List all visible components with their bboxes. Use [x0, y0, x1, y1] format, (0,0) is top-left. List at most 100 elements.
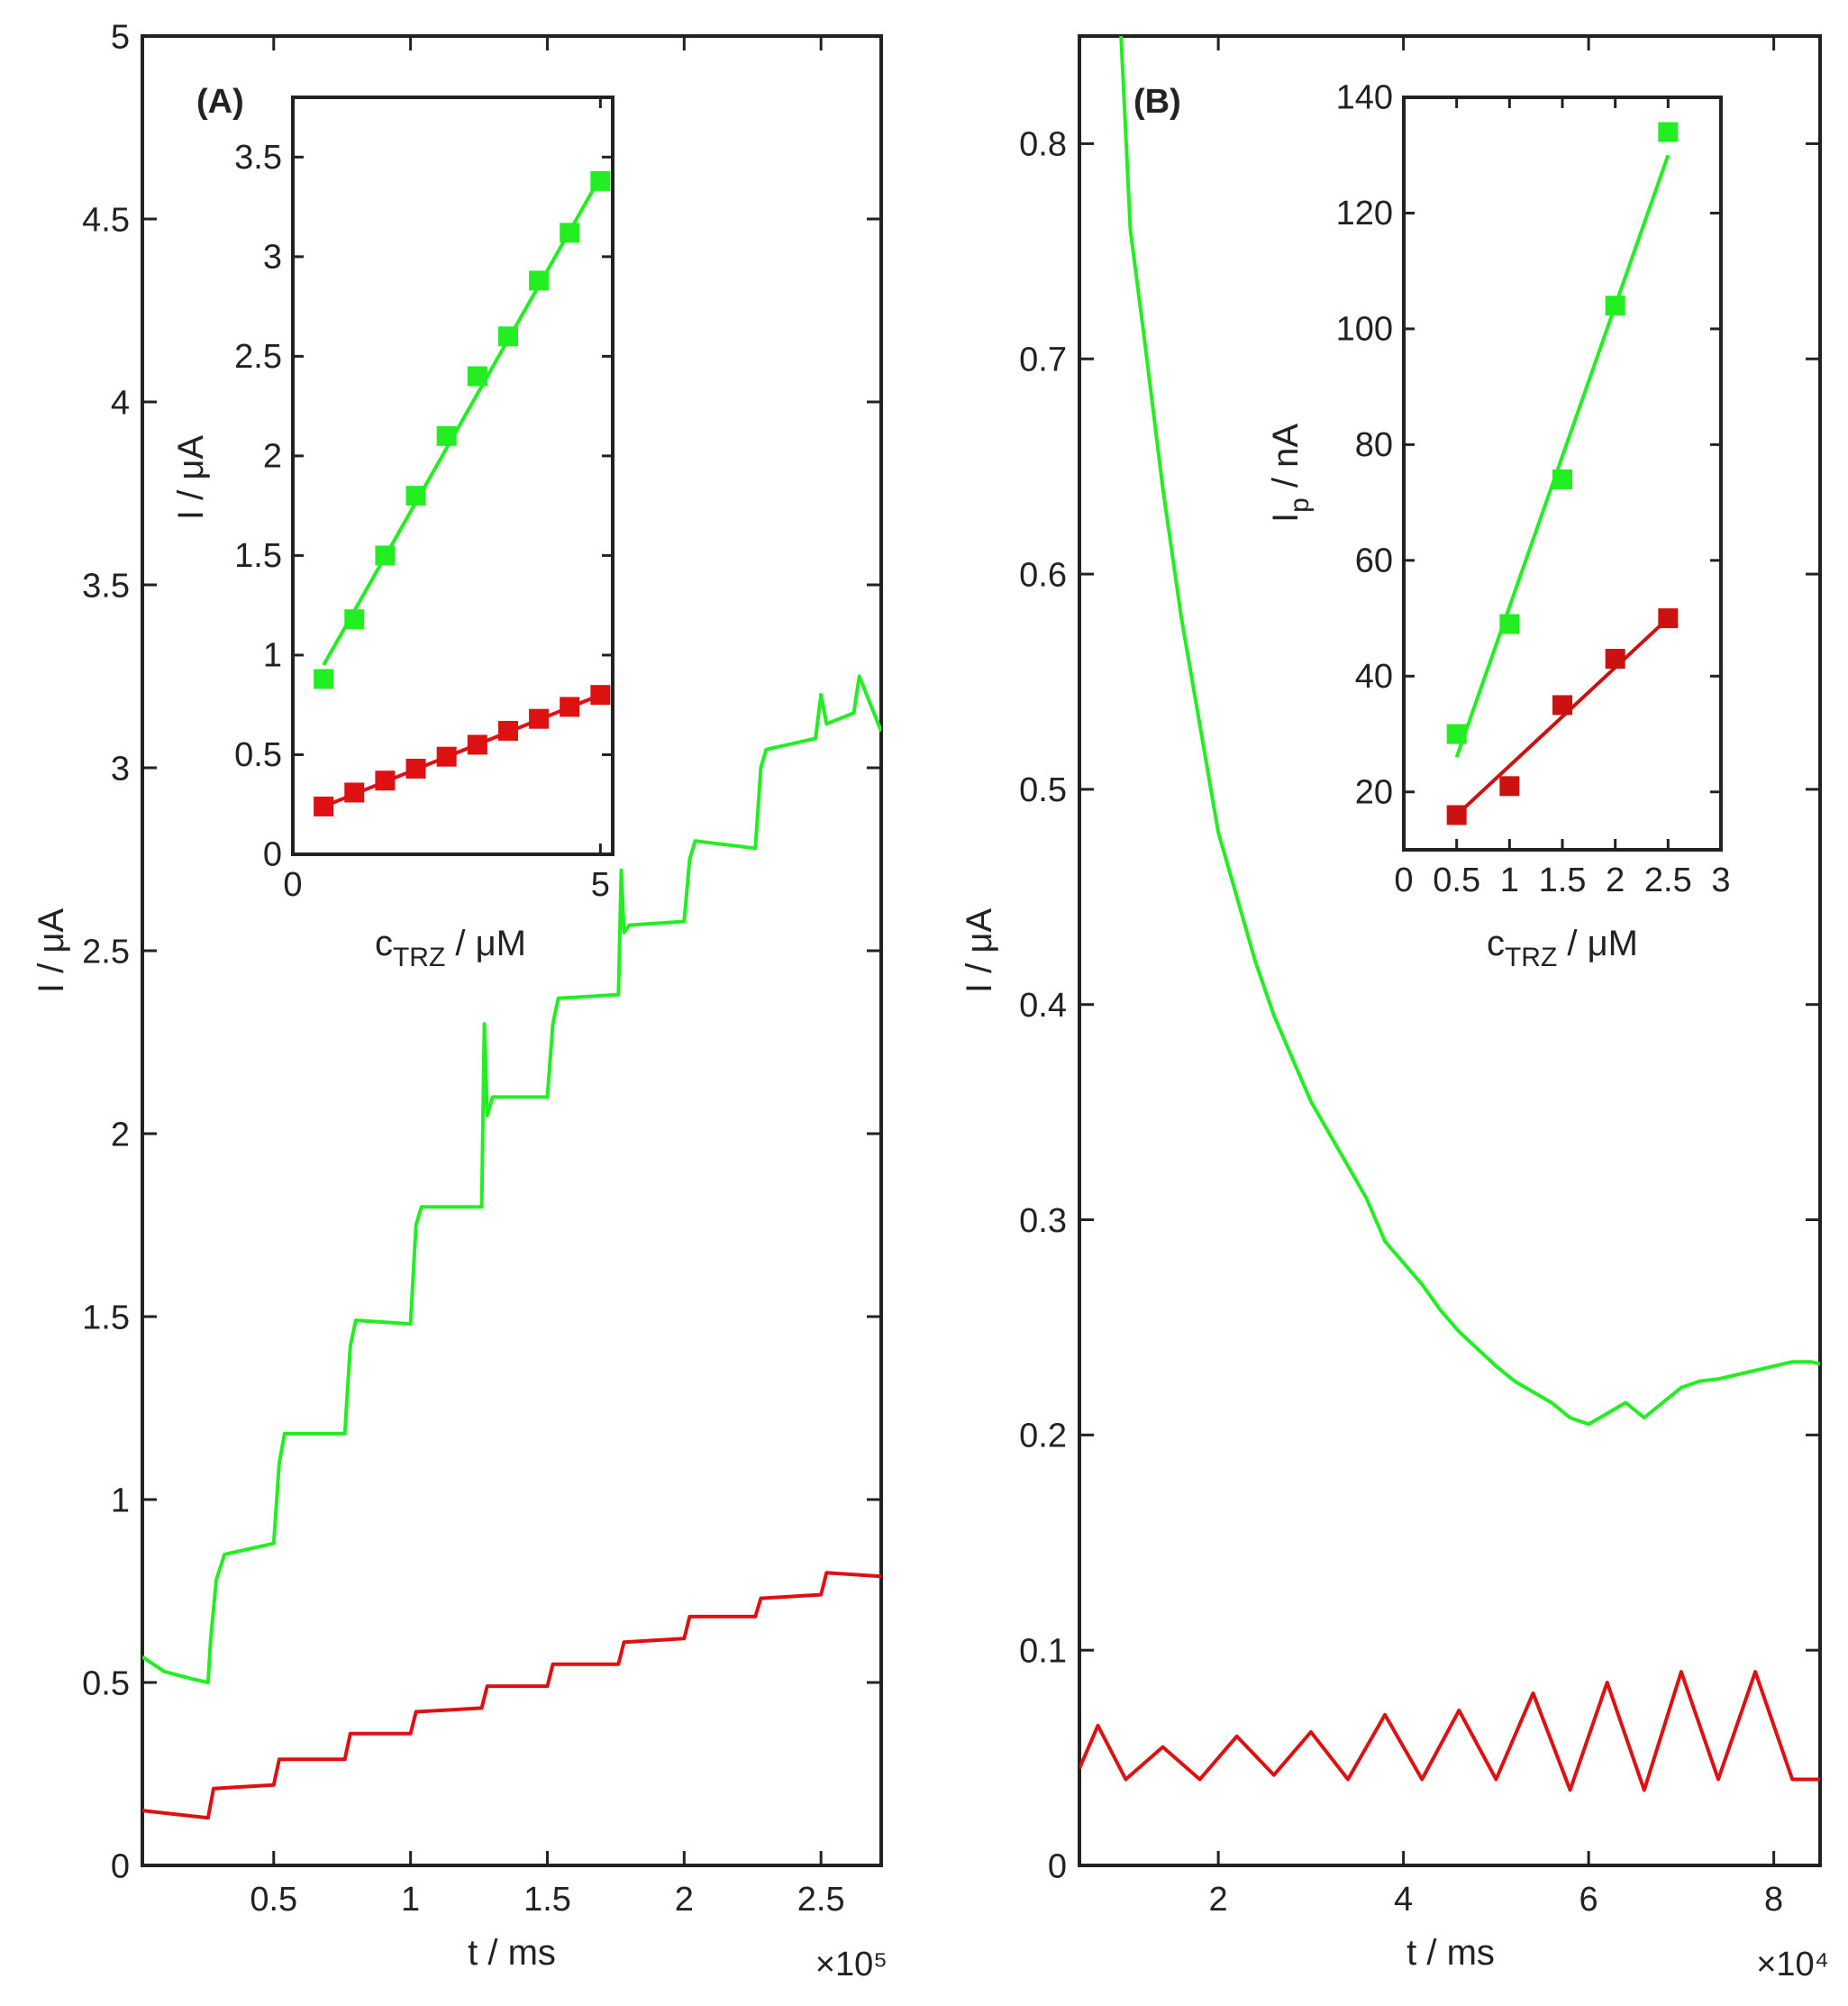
panel-a-inset-point-green-8	[560, 223, 580, 243]
panel-a-inset-point-green-5	[467, 366, 487, 387]
panel-a-inset-fit-red	[323, 693, 602, 808]
panel-a-inset-point-green-1	[344, 609, 365, 630]
panel-b-x-multiplier: ×10⁴	[1756, 1946, 1829, 1983]
panel-a-label: (A)	[196, 83, 244, 121]
panel-a: 0.5 1 1.5 2 2.500.511.522.533.544.55 t / ms …	[32, 18, 888, 1983]
panel-a-ytick-label-0: 0	[111, 1847, 130, 1885]
panel-b-label: (B)	[1133, 83, 1181, 121]
panel-b-ylabel: I / μA	[960, 908, 999, 994]
panel-a-inset-xtick-label-1: 5	[591, 866, 610, 904]
panel-a-ytick-label-4: 2	[111, 1116, 130, 1153]
panel-a-inset-background	[293, 97, 613, 854]
panel-b-ytick-label-0: 0	[1048, 1847, 1067, 1885]
panel-a-inset-xlabel: cTRZ / μM	[375, 924, 526, 972]
panel-a-trace-green	[142, 674, 881, 1684]
panel-a-inset-ytick-label-1: 0.5	[234, 736, 282, 774]
panel-a-inset-point-red-7	[529, 708, 550, 729]
panel-a-inset-point-red-2	[375, 770, 396, 791]
panel-b-ytick-label-6: 0.6	[1019, 556, 1067, 594]
panel-a-xtick-label-4: 2.5	[797, 1881, 845, 1919]
panel-a-inset-ytick-label-2: 1	[263, 637, 282, 675]
panel-a-inset-point-red-5	[467, 734, 487, 755]
panel-a-inset-point-red-0	[314, 796, 334, 816]
panel-a-inset-point-green-4	[436, 425, 457, 446]
panel-a-xlabel: t / ms	[468, 1933, 556, 1973]
panel-b-inset-ytick-label-3: 80	[1355, 426, 1393, 464]
panel-b-inset-point-green-3	[1605, 296, 1625, 316]
panel-a-inset-point-green-0	[314, 669, 334, 689]
panel-a-ytick-label-5: 2.5	[82, 933, 130, 971]
panel-b-inset-point-red-2	[1552, 695, 1572, 716]
panel-a-inset-ytick-label-3: 1.5	[234, 537, 282, 575]
panel-b-ytick-label-2: 0.2	[1019, 1418, 1067, 1455]
panel-a-inset-plot-area	[291, 96, 614, 856]
panel-b-inset-point-red-4	[1658, 608, 1679, 629]
panel-b-inset-point-red-1	[1499, 776, 1520, 797]
panel-b-xtick-label-3: 8	[1764, 1881, 1783, 1919]
panel-b-xtick-label-0: 2	[1209, 1881, 1228, 1919]
panel-b-plot-area	[1078, 34, 1822, 1867]
panel-b-inset-point-green-2	[1552, 469, 1572, 489]
panel-b-inset-xtick-label-6: 3	[1711, 862, 1730, 899]
panel-a-ytick-label-10: 5	[111, 18, 130, 56]
panel-a-xtick-label-0: 0.5	[250, 1881, 297, 1919]
panel-b-inset-xtick-label-5: 2.5	[1644, 862, 1692, 899]
panel-a-ytick-label-8: 4	[111, 384, 130, 422]
panel-a-inset-ticks: 0 5 0 0.5 1 1.5 2 2.5 3 3.5	[234, 97, 613, 904]
panel-b-ticks: 2 4 6 800.10.20.30.40.50.60.70.8	[1019, 36, 1820, 1919]
panel-b-inset-xlabel: cTRZ / μM	[1487, 924, 1638, 972]
panel-b-ytick-label-7: 0.7	[1019, 342, 1067, 379]
panel-a-inset-point-red-8	[560, 697, 580, 717]
panel-b-inset-point-red-0	[1446, 805, 1467, 825]
panel-b-inset-ylabel: Ip / nA	[1266, 424, 1315, 523]
panel-b-inset-ytick-label-1: 40	[1355, 658, 1393, 696]
panel-b-inset-series	[1446, 122, 1679, 825]
panel-a-ytick-label-3: 1.5	[82, 1299, 130, 1336]
panel-a-inset-point-red-6	[497, 720, 518, 741]
panel-a-ticks: 0.5 1 1.5 2 2.5 0 0.5 1 1.5 2 2.5 3 3.5 4 4.5 5	[82, 18, 881, 1919]
panel-a-inset-point-green-6	[497, 326, 518, 347]
panel-a-inset-ytick-label-5: 2.5	[234, 338, 282, 376]
panel-b-inset-fit-red	[1455, 616, 1670, 816]
panel-a-inset-ytick-label-7: 3.5	[234, 139, 282, 177]
panel-b-xtick-label-1: 4	[1394, 1881, 1413, 1919]
panel-b-ytick-label-3: 0.3	[1019, 1202, 1067, 1240]
panel-b-ytick-label-5: 0.5	[1019, 771, 1067, 809]
panel-a-inset-ytick-label-0: 0	[263, 836, 282, 874]
panel-b-inset-xtick-label-0: 0	[1394, 862, 1413, 899]
panel-b-ytick-label-8: 0.8	[1019, 126, 1067, 164]
panel-a-inset-fit-green	[322, 176, 603, 666]
panel-b-inset-ytick-label-2: 60	[1355, 542, 1393, 579]
panel-b-inset-point-green-0	[1446, 724, 1467, 744]
panel-b-inset-point-red-3	[1605, 649, 1625, 670]
panel-a-inset-point-red-9	[590, 685, 611, 706]
panel-a-inset-series	[314, 170, 611, 816]
panel-b-inset: 0 0.5 1 1.5 2 2.5 3 20 40 60 80 100 120 140 cTRZ / μM…	[1266, 79, 1731, 972]
panel-b-inset-xtick-label-3: 1.5	[1539, 862, 1587, 899]
panel-b-inset-point-green-1	[1499, 614, 1520, 634]
panel-b-inset-point-green-4	[1658, 122, 1679, 142]
panel-b-series	[1079, 36, 1820, 1792]
panel-b-xlabel: t / ms	[1406, 1933, 1495, 1973]
panel-b-inset-xtick-label-2: 1	[1500, 862, 1519, 899]
panel-a-ytick-label-7: 3.5	[82, 567, 130, 605]
panel-b-inset-ytick-label-0: 20	[1355, 773, 1393, 811]
panel-a-inset-ylabel: I / μA	[171, 435, 211, 521]
panel-b-inset-ytick-label-5: 120	[1336, 195, 1393, 233]
panel-a-inset-point-red-3	[405, 758, 426, 779]
panel-a-ytick-label-6: 3	[111, 750, 130, 788]
panel-a-xtick-label-3: 2	[675, 1881, 694, 1919]
panel-a-xtick-label-1: 1	[401, 1881, 420, 1919]
panel-a-ytick-label-9: 4.5	[82, 201, 130, 239]
panel-b-inset-ticks: 0 0.5 1 1.5 2 2.5 3 20 40 60 80 100 120 140	[1336, 79, 1731, 899]
panel-a-inset-point-green-7	[529, 270, 550, 291]
panel-b-inset-xtick-label-4: 2	[1606, 862, 1625, 899]
panel-b: 2 4 6 800.10.20.30.40.50.60.70.8 t / ms I /…	[960, 34, 1829, 1983]
panel-b-ytick-label-4: 0.4	[1019, 987, 1067, 1025]
panel-a-inset: 0 5 0 0.5 1 1.5 2 2.5 3 3.5 cTRZ / μM I / μA	[171, 96, 614, 972]
panel-a-inset-point-green-2	[375, 545, 396, 566]
panel-a-inset-ytick-label-4: 2	[263, 437, 282, 475]
panel-b-ytick-label-1: 0.1	[1019, 1632, 1067, 1670]
panel-b-inset-ytick-label-6: 140	[1336, 79, 1393, 117]
